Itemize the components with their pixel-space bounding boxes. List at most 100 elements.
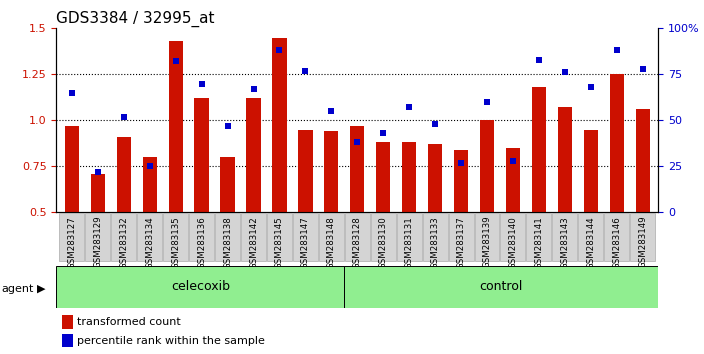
Bar xyxy=(319,213,344,262)
Point xyxy=(326,108,337,114)
Bar xyxy=(610,74,624,304)
Bar xyxy=(480,120,494,304)
Text: GSM283131: GSM283131 xyxy=(405,216,414,269)
Bar xyxy=(91,174,105,304)
Bar xyxy=(636,109,650,304)
Bar xyxy=(163,213,188,262)
Bar xyxy=(65,126,79,304)
Text: ▶: ▶ xyxy=(37,284,45,293)
Bar xyxy=(137,213,162,262)
Bar xyxy=(553,213,577,262)
Text: GSM283143: GSM283143 xyxy=(560,216,570,269)
Bar xyxy=(117,137,131,304)
Bar xyxy=(85,213,111,262)
Point xyxy=(482,99,493,105)
Text: GSM283132: GSM283132 xyxy=(119,216,128,269)
Bar xyxy=(397,213,422,262)
Point xyxy=(118,114,130,120)
Bar xyxy=(194,98,209,304)
Bar xyxy=(428,144,442,304)
Bar xyxy=(59,213,84,262)
Text: GSM283144: GSM283144 xyxy=(586,216,596,269)
Text: GSM283133: GSM283133 xyxy=(431,216,439,269)
Point xyxy=(144,164,156,169)
Point xyxy=(92,169,103,175)
Point xyxy=(585,84,596,90)
Bar xyxy=(143,157,157,304)
Bar xyxy=(501,213,525,262)
Text: GSM283140: GSM283140 xyxy=(508,216,517,269)
Bar xyxy=(474,213,499,262)
Text: GSM283142: GSM283142 xyxy=(249,216,258,269)
Bar xyxy=(298,130,313,304)
Bar xyxy=(293,213,318,262)
Point xyxy=(300,68,311,74)
Bar xyxy=(402,142,416,304)
Bar xyxy=(215,213,240,262)
Bar xyxy=(376,142,390,304)
Text: celecoxib: celecoxib xyxy=(171,280,230,293)
Bar xyxy=(505,148,520,304)
Bar xyxy=(189,213,214,262)
Point xyxy=(222,123,233,129)
Point xyxy=(274,47,285,53)
Bar xyxy=(63,315,73,329)
Text: transformed count: transformed count xyxy=(77,318,181,327)
Text: GSM283145: GSM283145 xyxy=(275,216,284,269)
Text: GSM283134: GSM283134 xyxy=(145,216,154,269)
Bar xyxy=(448,213,474,262)
Point xyxy=(351,139,363,145)
Text: GSM283148: GSM283148 xyxy=(327,216,336,269)
Point xyxy=(170,59,182,64)
Bar xyxy=(422,213,448,262)
Text: GSM283141: GSM283141 xyxy=(534,216,543,269)
Bar xyxy=(344,266,658,308)
Point xyxy=(429,121,441,127)
Point xyxy=(559,70,570,75)
Text: GSM283136: GSM283136 xyxy=(197,216,206,269)
Point xyxy=(637,66,648,72)
Text: control: control xyxy=(479,280,523,293)
Bar xyxy=(584,130,598,304)
Text: GSM283129: GSM283129 xyxy=(94,216,102,268)
Bar xyxy=(527,213,551,262)
Point xyxy=(455,160,467,166)
Point xyxy=(196,81,207,86)
Text: percentile rank within the sample: percentile rank within the sample xyxy=(77,336,265,346)
Bar xyxy=(111,213,137,262)
Bar xyxy=(246,98,260,304)
Bar xyxy=(578,213,603,262)
Text: GSM283149: GSM283149 xyxy=(638,216,647,268)
Bar xyxy=(272,38,287,304)
Text: GSM283139: GSM283139 xyxy=(482,216,491,268)
Bar xyxy=(630,213,655,262)
Text: GSM283137: GSM283137 xyxy=(457,216,465,269)
Text: GSM283127: GSM283127 xyxy=(68,216,77,269)
Text: agent: agent xyxy=(1,284,34,293)
Text: GDS3384 / 32995_at: GDS3384 / 32995_at xyxy=(56,11,215,27)
Bar xyxy=(371,213,396,262)
Point xyxy=(66,90,77,96)
Bar xyxy=(220,157,234,304)
Bar xyxy=(454,150,468,304)
Point xyxy=(248,86,259,92)
Bar xyxy=(168,41,183,304)
Text: GSM283146: GSM283146 xyxy=(612,216,621,269)
Bar xyxy=(604,213,629,262)
Text: GSM283147: GSM283147 xyxy=(301,216,310,269)
Bar xyxy=(532,87,546,304)
Point xyxy=(377,130,389,136)
Bar xyxy=(345,213,370,262)
Bar xyxy=(56,266,344,308)
Point xyxy=(403,105,415,110)
Text: GSM283135: GSM283135 xyxy=(171,216,180,269)
Point xyxy=(508,158,519,164)
Point xyxy=(533,57,544,62)
Bar xyxy=(558,108,572,304)
Bar xyxy=(350,126,365,304)
Bar xyxy=(325,131,339,304)
Bar xyxy=(63,334,73,347)
Point xyxy=(611,47,622,53)
Text: GSM283128: GSM283128 xyxy=(353,216,362,269)
Text: GSM283130: GSM283130 xyxy=(379,216,388,269)
